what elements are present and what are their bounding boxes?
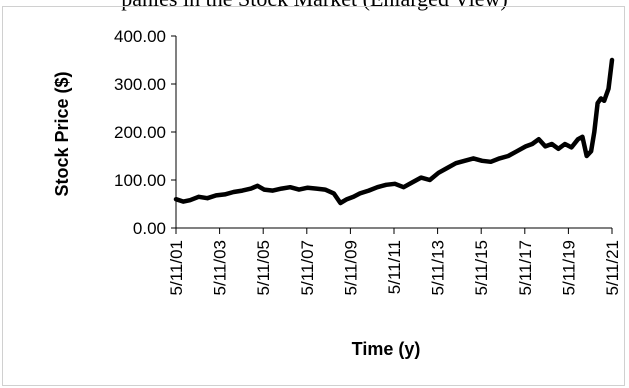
- series-line: [173, 57, 615, 206]
- y-tick-label: 400.00: [114, 27, 166, 46]
- series-group: [173, 57, 615, 206]
- x-tick-label: 5/11/19: [559, 240, 578, 295]
- x-tick-label: 5/11/13: [429, 240, 448, 295]
- x-tick-label: 5/11/05: [254, 240, 273, 295]
- chart-frame: [2, 6, 625, 386]
- x-tick-label: 5/11/01: [167, 240, 186, 295]
- x-tick-label: 5/11/21: [603, 240, 622, 295]
- x-tick-label: 5/11/17: [516, 240, 535, 295]
- partial-caption-text: panies in the Stock Market (Enlarged Vie…: [0, 0, 629, 12]
- x-tick-label: 5/11/03: [211, 240, 230, 295]
- y-axis: 0.00 100.00 200.00 300.00 400.00: [114, 27, 177, 238]
- x-tick-label: 5/11/11: [385, 240, 404, 294]
- x-tick-label: 5/11/09: [341, 240, 360, 295]
- y-tick-label: 0.00: [133, 219, 166, 238]
- y-axis-title: Stock Price ($): [52, 71, 72, 196]
- x-tick-label: 5/11/15: [472, 240, 491, 295]
- x-axis-title: Time (y): [352, 339, 421, 359]
- x-axis: 5/11/01 5/11/03 5/11/05 5/11/07 5/11/09 5/11/…: [167, 227, 622, 295]
- x-tick-label: 5/11/07: [298, 240, 317, 295]
- y-tick-label: 100.00: [114, 171, 166, 190]
- y-tick-label: 300.00: [114, 75, 166, 94]
- y-tick-label: 200.00: [114, 123, 166, 142]
